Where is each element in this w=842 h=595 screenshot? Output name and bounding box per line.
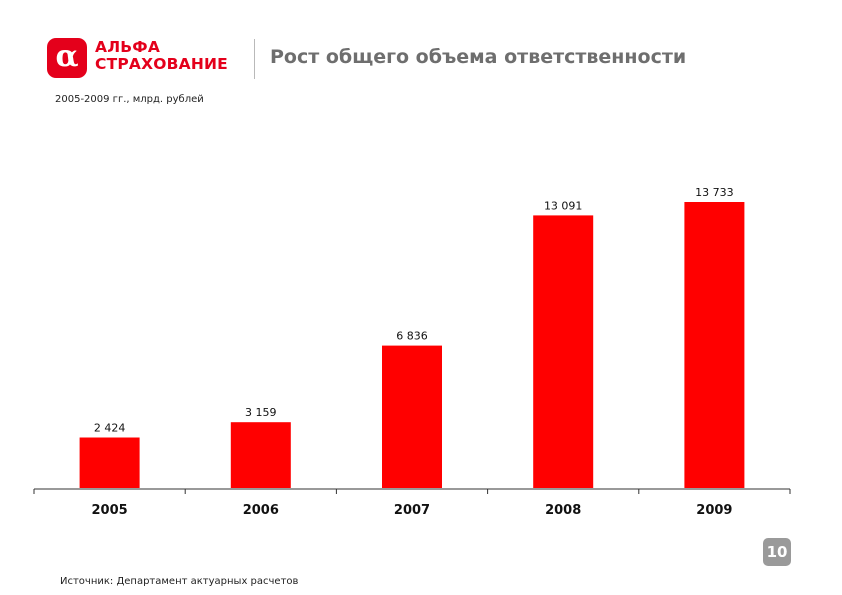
data-label: 13 091 [544,199,583,212]
logo-line-2: СТРАХОВАНИЕ [95,55,228,73]
bar [533,215,594,488]
logo-line-1: АЛЬФА [95,38,161,56]
bar [382,345,442,488]
page-number-badge: 10 [763,538,791,566]
header-divider [254,39,255,79]
source-note: Источник: Департамент актуарных расчетов [60,576,299,587]
data-label: 13 733 [695,186,734,199]
x-tick-label: 2007 [394,503,430,518]
data-label: 3 159 [245,406,277,419]
x-tick-label: 2006 [243,503,279,518]
data-label: 2 424 [94,422,126,435]
logo-wordmark: АЛЬФА СТРАХОВАНИЕ [95,39,228,73]
chart-subtitle: 2005-2009 гг., млрд. рублей [55,94,204,105]
alpha-logo-icon: α [47,38,87,78]
bar [79,437,140,488]
bar [230,422,291,488]
bar [684,202,745,488]
page-title: Рост общего объема ответственности [270,46,687,68]
company-logo: α АЛЬФА СТРАХОВАНИЕ [47,38,242,80]
x-tick-label: 2005 [92,503,128,518]
data-label: 6 836 [396,330,428,343]
x-tick-label: 2009 [696,503,732,518]
x-tick-label: 2008 [545,503,581,518]
